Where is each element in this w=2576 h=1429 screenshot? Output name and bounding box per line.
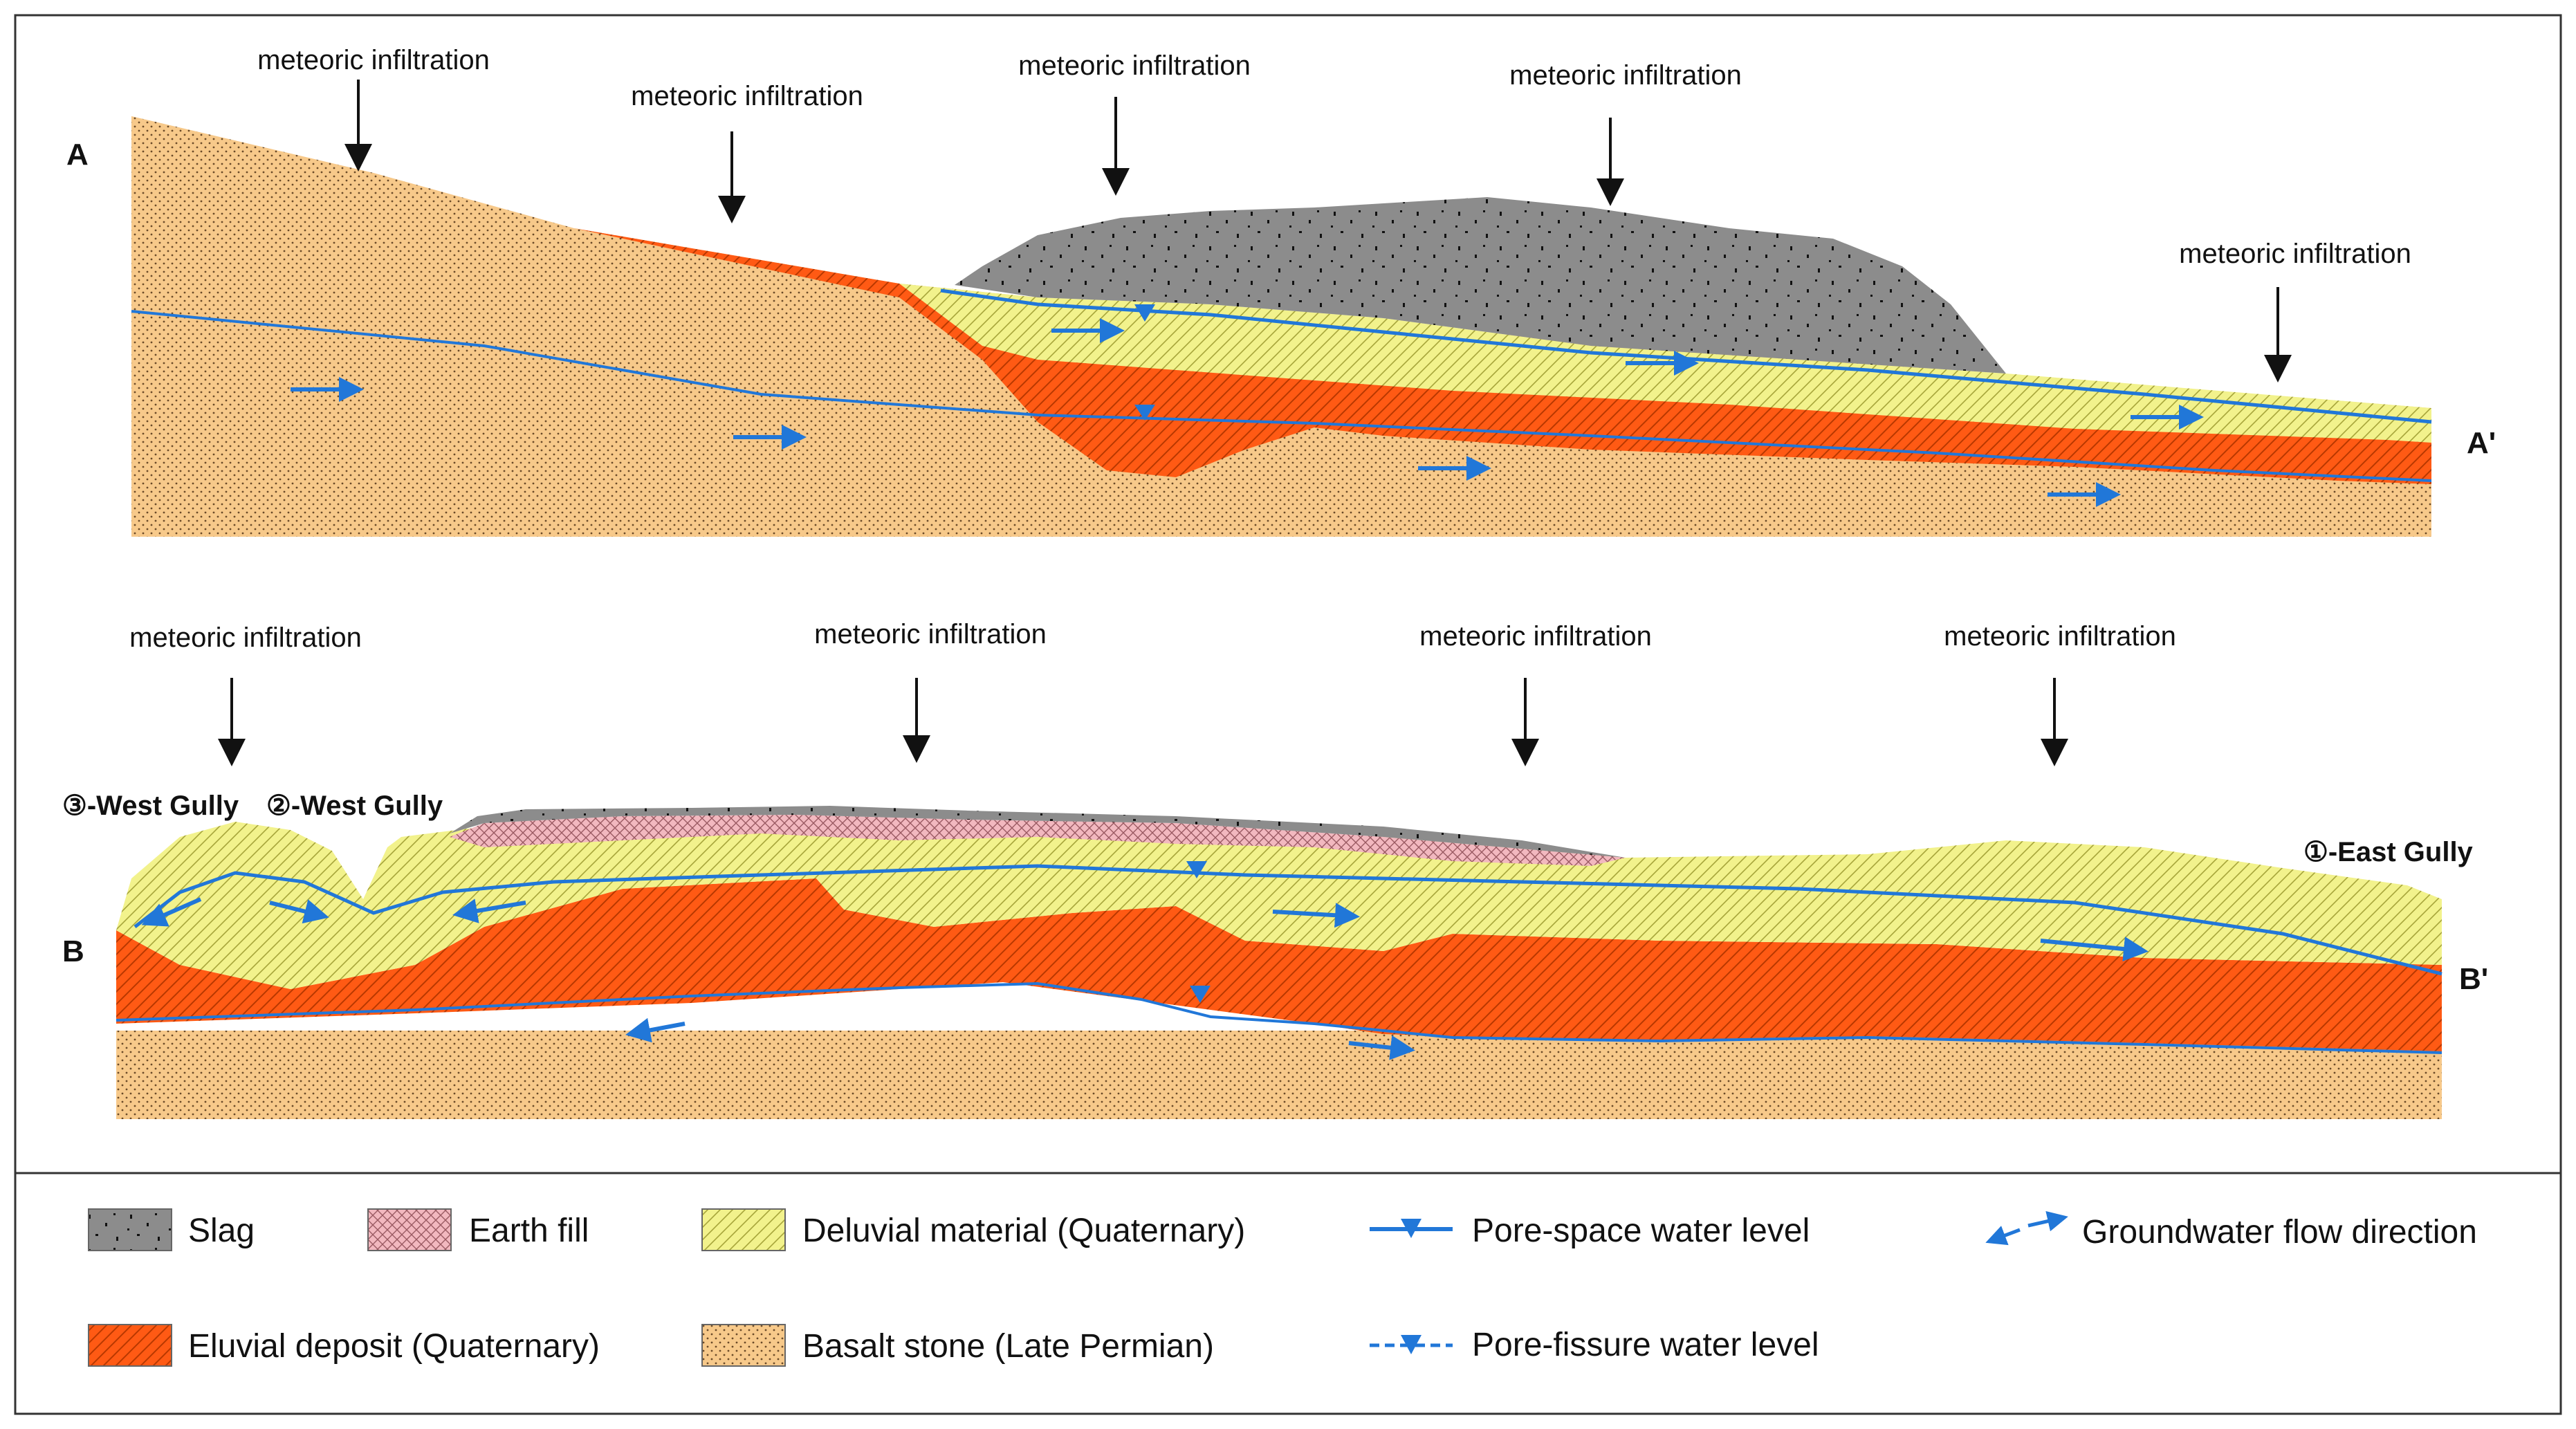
infiltration-label-a4: meteoric infiltration bbox=[1509, 60, 1742, 91]
eluvial-layer-a bbox=[574, 228, 2431, 484]
section-a: meteoric infiltration meteoric infiltrat… bbox=[66, 45, 2496, 537]
legend-swatch-slag bbox=[88, 1208, 172, 1251]
section-a-left-label: A bbox=[66, 138, 89, 172]
pore-fissure-water-level-b bbox=[116, 981, 2442, 1054]
section-b-left-label: B bbox=[62, 934, 84, 968]
basalt-layer-b bbox=[116, 1031, 2442, 1119]
pore-space-level-marker-a bbox=[1134, 304, 1155, 322]
legend-label-earth-fill: Earth fill bbox=[469, 1213, 589, 1249]
groundwater-flow-arrows-a bbox=[291, 318, 2204, 507]
infiltration-label-a2: meteoric infiltration bbox=[631, 81, 863, 111]
infiltration-label-b2: meteoric infiltration bbox=[814, 619, 1047, 649]
infiltration-label-a3: meteoric infiltration bbox=[1018, 50, 1251, 81]
legend-label-pore-space: Pore-space water level bbox=[1472, 1213, 1810, 1249]
pore-space-water-level-b bbox=[134, 864, 2442, 976]
pore-space-water-level-a bbox=[940, 288, 2432, 424]
section-b-right-label: B' bbox=[2459, 962, 2488, 996]
pore-fissure-level-marker-b bbox=[1190, 986, 1211, 1003]
pore-space-level-marker-b bbox=[1186, 861, 1207, 878]
legend-label-eluvial: Eluvial deposit (Quaternary) bbox=[188, 1328, 600, 1365]
infiltration-arrows-a bbox=[344, 80, 2292, 382]
legend-label-deluvial: Deluvial material (Quaternary) bbox=[802, 1213, 1245, 1249]
section-a-right-label: A' bbox=[2467, 426, 2496, 460]
eluvial-layer-b bbox=[116, 878, 2442, 1051]
legend-swatch-basalt bbox=[701, 1324, 786, 1367]
infiltration-label-a5: meteoric infiltration bbox=[2179, 239, 2411, 269]
legend: Slag Earth fill Deluvial material (Quate… bbox=[88, 1208, 2477, 1367]
legend-swatch-pore-fissure bbox=[1370, 1335, 1453, 1354]
legend-swatch-deluvial bbox=[701, 1208, 786, 1251]
gully-label-west-2: ②-West Gully bbox=[266, 791, 443, 821]
infiltration-label-a1: meteoric infiltration bbox=[257, 45, 490, 75]
infiltration-label-b1: meteoric infiltration bbox=[129, 623, 362, 653]
earth-fill-layer-b bbox=[450, 815, 1626, 866]
legend-label-pore-fissure: Pore-fissure water level bbox=[1472, 1327, 1819, 1363]
deluvial-layer-b bbox=[116, 816, 2442, 989]
slag-layer-a bbox=[955, 197, 2006, 374]
legend-label-basalt: Basalt stone (Late Permian) bbox=[802, 1328, 1214, 1365]
legend-swatch-flow-direction bbox=[1985, 1210, 2068, 1246]
slag-layer-b bbox=[450, 806, 1626, 858]
infiltration-label-b3: meteoric infiltration bbox=[1419, 621, 1652, 652]
infiltration-label-b4: meteoric infiltration bbox=[1944, 621, 2176, 652]
legend-label-slag: Slag bbox=[188, 1213, 255, 1249]
figure-border bbox=[14, 14, 2562, 1415]
gully-label-west-3: ③-West Gully bbox=[62, 791, 239, 821]
legend-label-flow-direction: Groundwater flow direction bbox=[2082, 1214, 2477, 1251]
legend-swatch-eluvial bbox=[88, 1324, 172, 1367]
infiltration-arrows-b bbox=[218, 678, 2068, 766]
section-b: meteoric infiltration meteoric infiltrat… bbox=[62, 619, 2488, 1119]
legend-swatch-pore-space bbox=[1370, 1219, 1453, 1238]
groundwater-flow-arrows-b bbox=[141, 897, 2149, 1060]
pore-fissure-water-level-a bbox=[131, 310, 2432, 482]
pore-fissure-level-marker-a bbox=[1134, 405, 1155, 421]
gully-label-east-1: ①-East Gully bbox=[2303, 837, 2474, 867]
legend-swatch-earth-fill bbox=[367, 1208, 452, 1251]
